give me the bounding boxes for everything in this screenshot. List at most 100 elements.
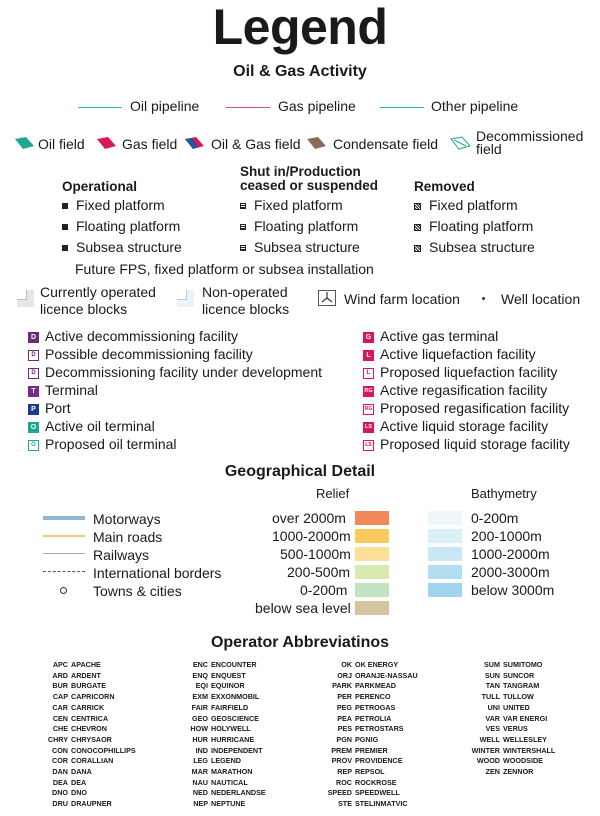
non-operated-licence-label: Non-operated licence blocks [202, 284, 290, 317]
operator-code: BUR [52, 681, 68, 691]
facility-badge-icon: O [28, 421, 39, 433]
operator-name: PREMIER [355, 745, 388, 755]
operator-name: PGNIG [355, 734, 379, 744]
operator-code: GEO [192, 713, 208, 723]
operator-name: FAIRFIELD [211, 702, 249, 712]
operator-code: CHE [52, 724, 68, 734]
operator-code: SUM [484, 660, 500, 669]
relief-heading: Relief [316, 486, 350, 501]
operator-name: EQUINOR [211, 681, 245, 691]
facility-badge-icon: G [363, 331, 374, 343]
facility-badge-icon: RG [363, 385, 374, 397]
operator-entry: PES PETROSTARS [324, 724, 418, 735]
operator-name: ROCKROSE [355, 777, 397, 787]
operator-entry: CEN CENTRICA [38, 714, 136, 725]
operator-entry: SUM SUMITOMO [466, 660, 555, 671]
operator-name: PETROSTARS [355, 724, 404, 734]
facility-active-regasification: RG Active regasification facility [363, 382, 548, 398]
gas-pipeline-line [226, 107, 270, 108]
operator-code: PES [337, 724, 352, 734]
oil-field-label: Oil field [38, 136, 85, 152]
operator-code: OK [341, 660, 352, 669]
operator-column: APC APACHE ARD ARDENT BUR BURGATE CAP CAPRICORN… [38, 660, 136, 810]
operator-code: ORJ [337, 670, 352, 680]
operator-name: WELLESLEY [503, 734, 547, 744]
oil-gas-field-icon [185, 137, 204, 149]
operator-name: CHEVRON [71, 724, 107, 734]
platform-square-icon [62, 245, 68, 252]
operator-code: NAU [192, 777, 208, 787]
operator-name: LEGEND [211, 756, 241, 766]
bathymetry-swatch [428, 529, 462, 543]
relief-label: 500-1000m [280, 546, 351, 562]
operator-entry: CHE CHEVRON [38, 724, 136, 735]
operator-entry: ROC ROCKROSE [324, 778, 418, 789]
operator-code: NED [192, 788, 208, 798]
operator-name: ENQUEST [211, 670, 246, 680]
operator-name: VAR ENERGI [503, 713, 548, 723]
relief-swatch [355, 547, 389, 561]
motorways-label: Motorways [93, 511, 161, 527]
operator-name: INDEPENDENT [211, 745, 263, 755]
facility-active-gas-terminal: G Active gas terminal [363, 328, 498, 344]
operator-entry: SPEED SPEEDWELL [324, 788, 418, 799]
operator-name: DEA [71, 777, 87, 787]
operator-name: TANGRAM [503, 681, 540, 691]
operator-entry: DEA DEA [38, 778, 136, 789]
facility-badge-icon: O [28, 439, 39, 451]
operator-code: VES [485, 724, 500, 734]
facility-decommissioning-development: D Decommissioning facility under developm… [28, 364, 322, 380]
facility-badge-icon: D [28, 367, 39, 379]
facility-badge-icon: LS [363, 421, 374, 433]
shut-in-heading: Shut in/Production ceased or suspended [240, 164, 379, 193]
operator-entry: PREM PREMIER [324, 746, 418, 757]
non-operated-licence-swatch [177, 290, 194, 307]
operator-entry: DRU DRAUPNER [38, 799, 136, 810]
operator-entry: PER PERENCO [324, 692, 418, 703]
operator-code: EQI [195, 681, 208, 691]
operator-name: UNITED [503, 702, 530, 712]
decommissioned-field-label: Decommissioned field [476, 128, 584, 157]
operator-code: ENQ [192, 670, 208, 680]
operator-code: SUN [484, 670, 500, 680]
operator-entry: EQI EQUINOR [182, 681, 266, 692]
operator-entry: PGN PGNIG [324, 735, 418, 746]
operator-code: ROC [336, 777, 352, 787]
operator-entry: LEG LEGEND [182, 756, 266, 767]
operator-code: APC [52, 660, 68, 669]
operator-name: ARDENT [71, 670, 101, 680]
gas-field-icon [97, 137, 116, 149]
operator-name: MARATHON [211, 767, 253, 777]
rem-fixed-platform: Fixed platform [414, 197, 518, 213]
operator-code: STE [338, 799, 352, 809]
bathymetry-swatch [428, 511, 462, 525]
facility-active-liquefaction: L Active liquefaction facility [363, 346, 536, 362]
operator-name: ENCOUNTER [211, 660, 257, 669]
relief-swatch [355, 511, 389, 525]
op-subsea-structure: Subsea structure [62, 239, 182, 255]
facility-badge-icon: T [28, 385, 39, 397]
operator-entry: CAR CARRICK [38, 703, 136, 714]
operator-name: SUMITOMO [503, 660, 543, 669]
operator-name: PETROGAS [355, 702, 396, 712]
operator-code: PEA [337, 713, 352, 723]
oil-gas-field-label: Oil & Gas field [211, 136, 301, 152]
platform-square-icon [62, 224, 68, 231]
relief-swatch [355, 583, 389, 597]
operator-code: PER [337, 692, 352, 702]
operator-entry: VES VERUS [466, 724, 555, 735]
decommissioned-field-icon [450, 136, 471, 150]
bathymetry-label: 0-200m [471, 510, 519, 526]
operator-code: VAR [485, 713, 500, 723]
facility-proposed-liquefaction: L Proposed liquefaction facility [363, 364, 557, 380]
facility-possible-decommissioning: D Possible decommissioning facility [28, 346, 253, 362]
operator-name: DNO [71, 788, 87, 798]
oil-pipeline-label: Oil pipeline [130, 98, 200, 114]
operator-column: ENC ENCOUNTER ENQ ENQUEST EQI EQUINOR EXM EXXON… [182, 660, 266, 810]
operator-code: LEG [193, 756, 208, 766]
operator-code: PROV [331, 756, 352, 766]
facility-badge-icon: L [363, 367, 374, 379]
borders-label: International borders [93, 565, 222, 581]
operator-entry: HUR HURRICANE [182, 735, 266, 746]
condensate-field-label: Condensate field [333, 136, 439, 152]
